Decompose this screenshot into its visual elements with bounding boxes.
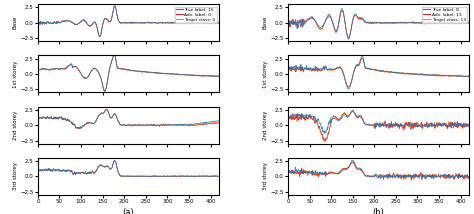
X-axis label: (a): (a) xyxy=(123,208,134,214)
X-axis label: (b): (b) xyxy=(373,208,384,214)
Legend: True label: 15, Adv. label: 0, Target class: 0: True label: 15, Adv. label: 0, Target cl… xyxy=(174,6,217,23)
Y-axis label: 3rd storey: 3rd storey xyxy=(13,162,18,190)
Legend: True label: 8, Adv. label: 13, Target class: 13: True label: 8, Adv. label: 13, Target cl… xyxy=(422,6,467,23)
Y-axis label: Base: Base xyxy=(263,16,268,30)
Y-axis label: 2nd storey: 2nd storey xyxy=(13,110,18,140)
Y-axis label: 1st storey: 1st storey xyxy=(263,60,268,88)
Y-axis label: 3rd storey: 3rd storey xyxy=(263,162,268,190)
Y-axis label: 1st storey: 1st storey xyxy=(13,60,18,88)
Y-axis label: Base: Base xyxy=(13,16,18,30)
Y-axis label: 2nd storey: 2nd storey xyxy=(263,110,268,140)
